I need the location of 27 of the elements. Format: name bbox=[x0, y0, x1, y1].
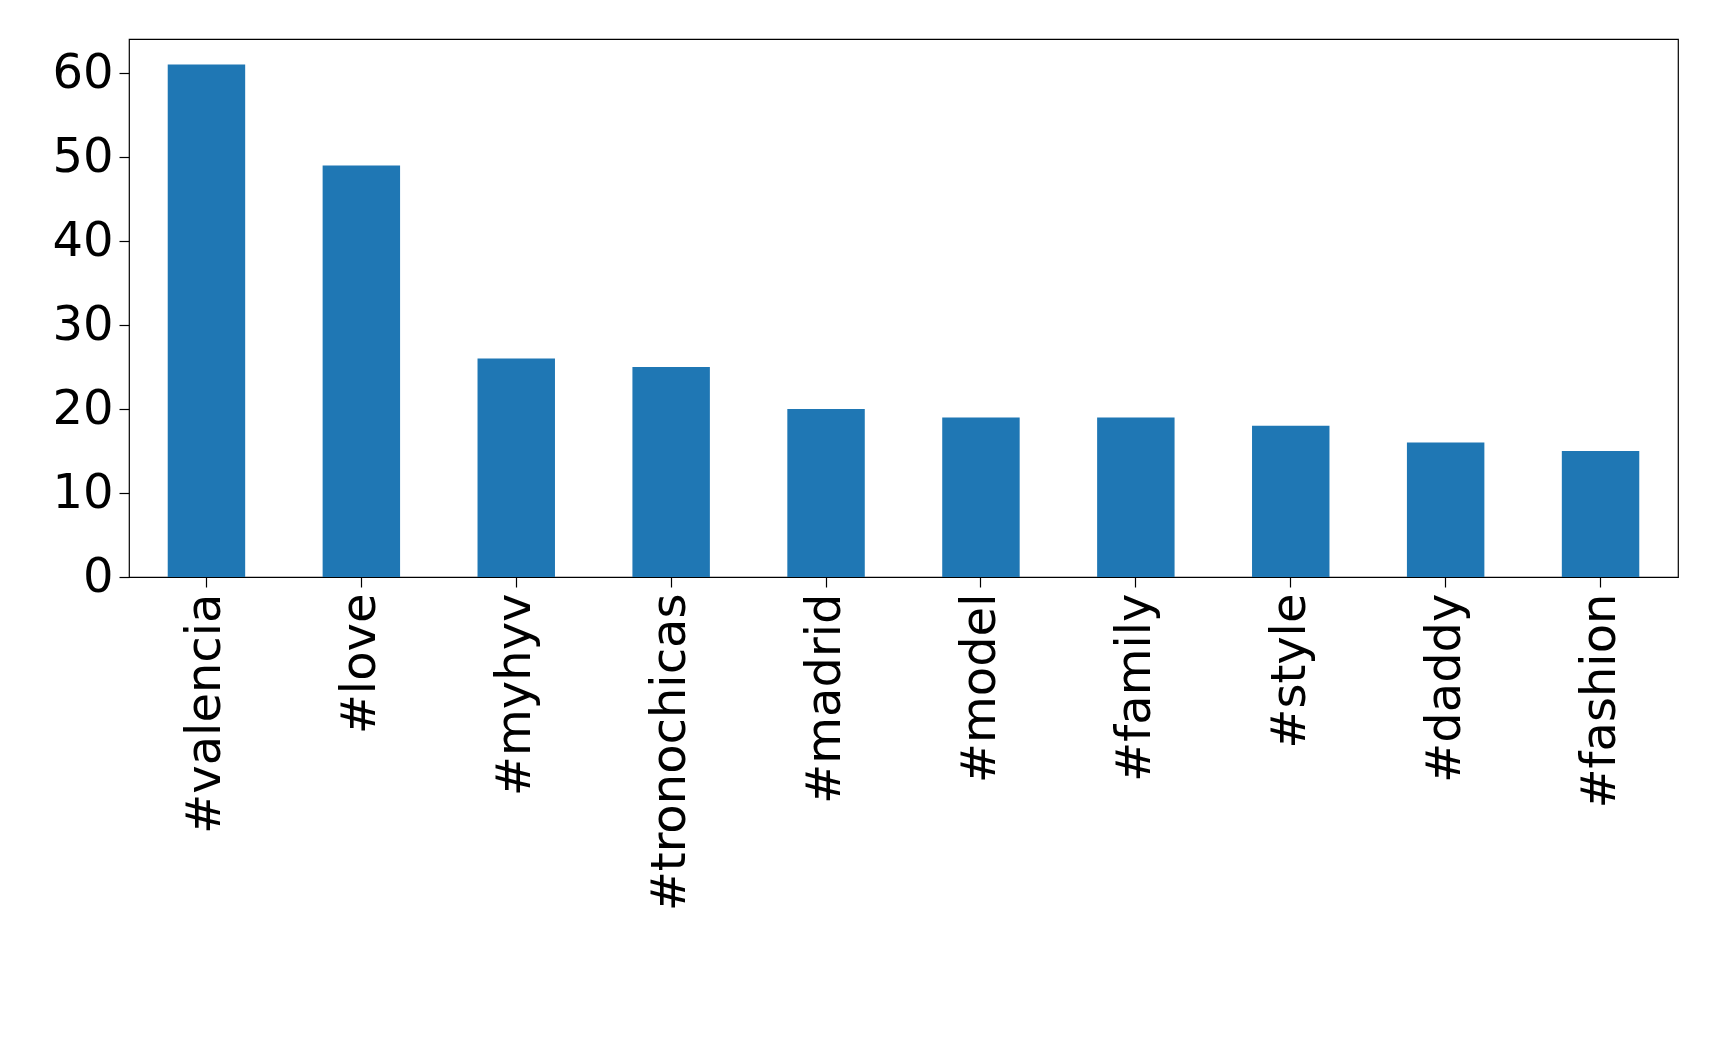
bar bbox=[477, 358, 555, 577]
x-tick-label: #style bbox=[1259, 593, 1316, 749]
y-tick-label: 40 bbox=[52, 210, 114, 267]
x-tick-label: #daddy bbox=[1414, 593, 1471, 783]
x-tick-label: #model bbox=[949, 593, 1006, 784]
y-tick-label: 20 bbox=[52, 378, 114, 435]
y-tick-label: 0 bbox=[82, 546, 114, 603]
x-tick-label: #madrid bbox=[795, 593, 852, 804]
bar bbox=[1252, 425, 1330, 577]
bar bbox=[632, 367, 710, 577]
x-tick-label: #valencia bbox=[175, 593, 232, 834]
y-tick-label: 60 bbox=[52, 42, 114, 99]
bar bbox=[1561, 451, 1640, 577]
bar bbox=[167, 64, 246, 577]
y-tick-label: 30 bbox=[52, 294, 114, 351]
y-tick-label: 10 bbox=[52, 462, 114, 519]
bar bbox=[787, 409, 865, 577]
bar bbox=[1097, 417, 1175, 577]
bar bbox=[1406, 442, 1485, 577]
x-tick-label: #tronochicas bbox=[640, 593, 697, 912]
bar bbox=[942, 417, 1020, 577]
bar bbox=[322, 165, 401, 577]
y-tick-label: 50 bbox=[52, 126, 114, 183]
x-tick-label: #love bbox=[330, 593, 387, 735]
x-tick-label: #fashion bbox=[1569, 593, 1626, 809]
x-tick-label: #myhyv bbox=[485, 593, 542, 797]
x-tick-label: #family bbox=[1104, 593, 1161, 782]
